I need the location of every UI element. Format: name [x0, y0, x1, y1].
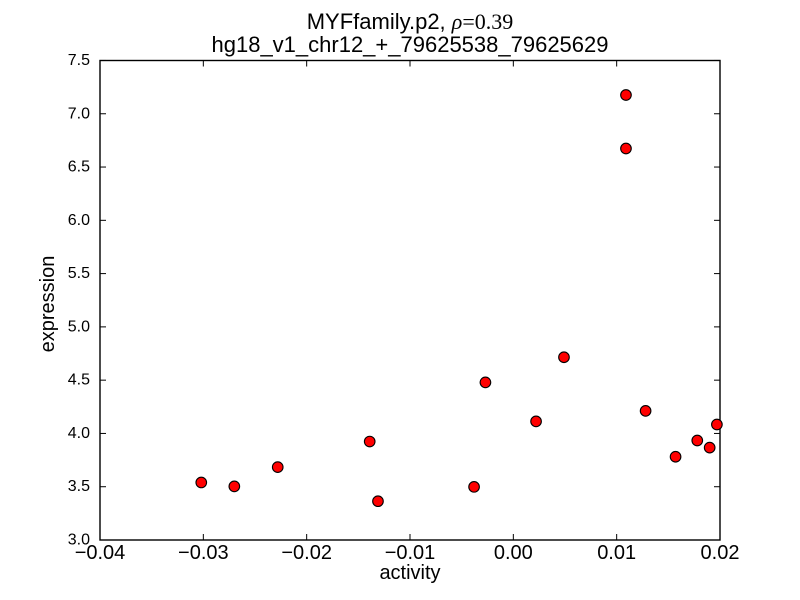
svg-text:0.01: 0.01: [597, 542, 636, 564]
svg-text:0.02: 0.02: [701, 542, 740, 564]
svg-text:4.5: 4.5: [68, 372, 90, 389]
svg-text:0.00: 0.00: [494, 542, 533, 564]
svg-text:hg18_v1_chr12_+_79625538_79625: hg18_v1_chr12_+_79625538_79625629: [212, 32, 609, 57]
svg-text:activity: activity: [379, 562, 440, 584]
svg-text:−0.01: −0.01: [385, 542, 436, 564]
svg-text:3.5: 3.5: [68, 478, 90, 495]
svg-text:3.0: 3.0: [68, 532, 90, 549]
svg-text:−0.02: −0.02: [281, 542, 332, 564]
svg-text:4.0: 4.0: [68, 425, 90, 442]
svg-text:−0.03: −0.03: [178, 542, 229, 564]
svg-text:5.0: 5.0: [68, 318, 90, 335]
svg-text:expression: expression: [37, 256, 59, 353]
svg-text:7.0: 7.0: [68, 105, 90, 122]
svg-text:6.5: 6.5: [68, 159, 90, 176]
svg-text:5.5: 5.5: [68, 265, 90, 282]
svg-text:MYFfamily.p2, ρ=0.39: MYFfamily.p2, ρ=0.39: [307, 9, 514, 34]
svg-text:7.5: 7.5: [68, 52, 90, 69]
svg-text:6.0: 6.0: [68, 212, 90, 229]
